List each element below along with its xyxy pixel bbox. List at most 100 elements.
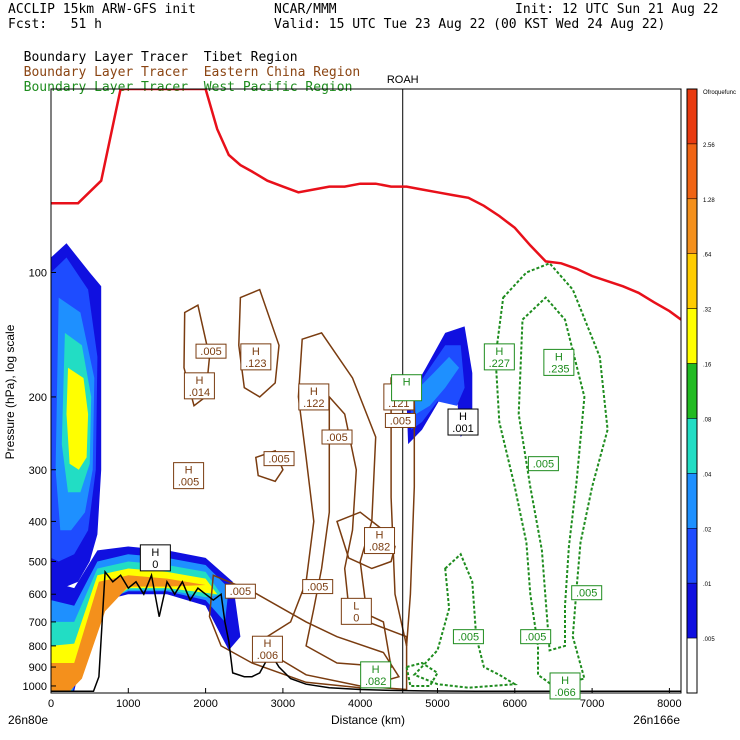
contour-label-box [240,343,272,371]
contour-label-box [452,629,484,645]
contour-label-box [139,544,171,572]
contour-label: .005 [263,451,295,467]
contour-label: H0 [139,544,171,572]
contour-label-box [302,579,334,595]
contour-label-kind: H [310,386,318,398]
tracer-legend-west-pacific: Boundary Layer Tracer West Pacific Regio… [8,65,353,95]
station-label: ROAH [387,74,419,86]
contour-label-value: .005 [576,588,597,600]
colorbar-label: 1.28 [703,198,715,204]
contour-label-box [391,374,423,402]
contour-label-value: .005 [178,477,199,489]
contour-label-kind: H [151,547,159,559]
colorbar: Ofroquefunc 2.56 1.28 .64 .32 .16 .08 .04 .02 .01… [686,88,736,694]
contour-label-box [543,348,575,376]
contour-label-value: .082 [365,676,386,688]
forecast-hour: Fcst: 51 h [8,17,102,32]
contour-label-value: .123 [245,358,266,370]
contour-label-box [321,429,353,445]
colorbar-segment [686,363,698,419]
contour-label-value: .122 [303,398,324,410]
contour-label-kind: H [561,675,569,687]
contour-label: H.235 [543,348,575,376]
contour-label-value: .005 [230,586,251,598]
colorbar-segment [686,308,698,364]
contour-label: .005 [527,456,559,472]
contour-label: .005 [571,585,603,601]
contour-label-box [173,462,205,490]
tracer-region: Tibet Region [203,50,298,65]
colorbar-segment [686,198,698,254]
contour-label-value: .014 [189,387,210,399]
colorbar-label: Ofroquefunc [703,90,736,96]
contour-label-value: .005 [533,459,554,471]
tibet-tracer-upper-blob [66,367,89,470]
tibet-tracer-low-level-blob [51,568,218,692]
x-tick-label: 3000 [271,698,295,710]
colorbar-label: .16 [703,363,712,369]
contour-label-box [263,451,295,467]
contour-label: H.014 [183,372,215,400]
x-tick-label: 2000 [193,698,217,710]
tracer-fill-layer [51,243,473,692]
contour-label-value: .082 [369,542,390,554]
tracer-contour-layer [183,262,609,691]
contour-label-kind: H [403,377,411,389]
contour-label-value: .005 [390,415,411,427]
west-pacific-contour [405,661,439,687]
colorbar-segment [686,528,698,584]
eastern-china-contour [238,288,280,398]
contour-label-kind: H [263,638,271,650]
contour-label: H.082 [360,661,392,689]
y-axis-title: Pressure (hPa), log scale [3,324,17,459]
contour-label-value: .005 [326,432,347,444]
tracer-name: Boundary Layer Tracer [23,80,189,95]
colorbar-label: 2.56 [703,143,715,149]
contour-label-value: .005 [307,582,328,594]
tracer-name: Boundary Layer Tracer [23,50,189,65]
contour-label-kind: H [555,351,563,363]
contour-label-value: .005 [268,454,289,466]
contour-label: H.006 [251,635,283,663]
contour-label-value: .005 [525,632,546,644]
y-tick-label: 800 [29,641,47,653]
colorbar-segment [686,253,698,309]
contour-label-value: .005 [458,632,479,644]
contour-label: L0 [340,597,372,625]
colorbar-segment [686,88,698,145]
model-title: ACCLIP 15km ARW-GFS init [8,2,196,17]
contour-label: .005 [302,579,334,595]
x-tick-label: 7000 [580,698,604,710]
contour-label-value: .235 [548,363,569,375]
eastern-tracer-blue-patch [414,356,460,415]
contour-label-box [183,372,215,400]
contour-label: H.005 [173,462,205,490]
contour-label: H.122 [298,383,330,411]
colorbar-label: .08 [703,417,712,423]
contour-label: .005 [195,343,227,359]
tracer-name: Boundary Layer Tracer [23,65,189,80]
contour-label: H [391,374,423,402]
x-tick-label: 6000 [503,698,527,710]
contour-label-box [340,597,372,625]
x-axis-title: Distance (km) [331,713,405,727]
contour-label-box [483,343,515,371]
contour-label-value: 0 [152,559,158,571]
plot-frame [50,88,682,694]
contour-label: .005 [321,429,353,445]
x-tick-label: 5000 [425,698,449,710]
contour-label-box [527,456,559,472]
y-tick-label: 700 [29,617,47,629]
contour-label-box [364,527,396,555]
contour-label: H.082 [364,527,396,555]
tracer-region: Eastern China Region [203,65,361,80]
contour-label-kind: H [195,375,203,387]
y-tick-label: 900 [29,662,47,674]
eastern-china-contour [305,394,393,668]
contour-label-box [360,661,392,689]
colorbar-segment [686,143,698,200]
contour-label: H.001 [447,408,479,436]
valid-time: Valid: 15 UTC Tue 23 Aug 22 (00 KST Wed … [274,17,666,32]
x-tick-label: 1000 [116,698,140,710]
axes-layer: 0 1000 2000 3000 4000 5000 6000 7000 80001002003… [23,74,682,710]
